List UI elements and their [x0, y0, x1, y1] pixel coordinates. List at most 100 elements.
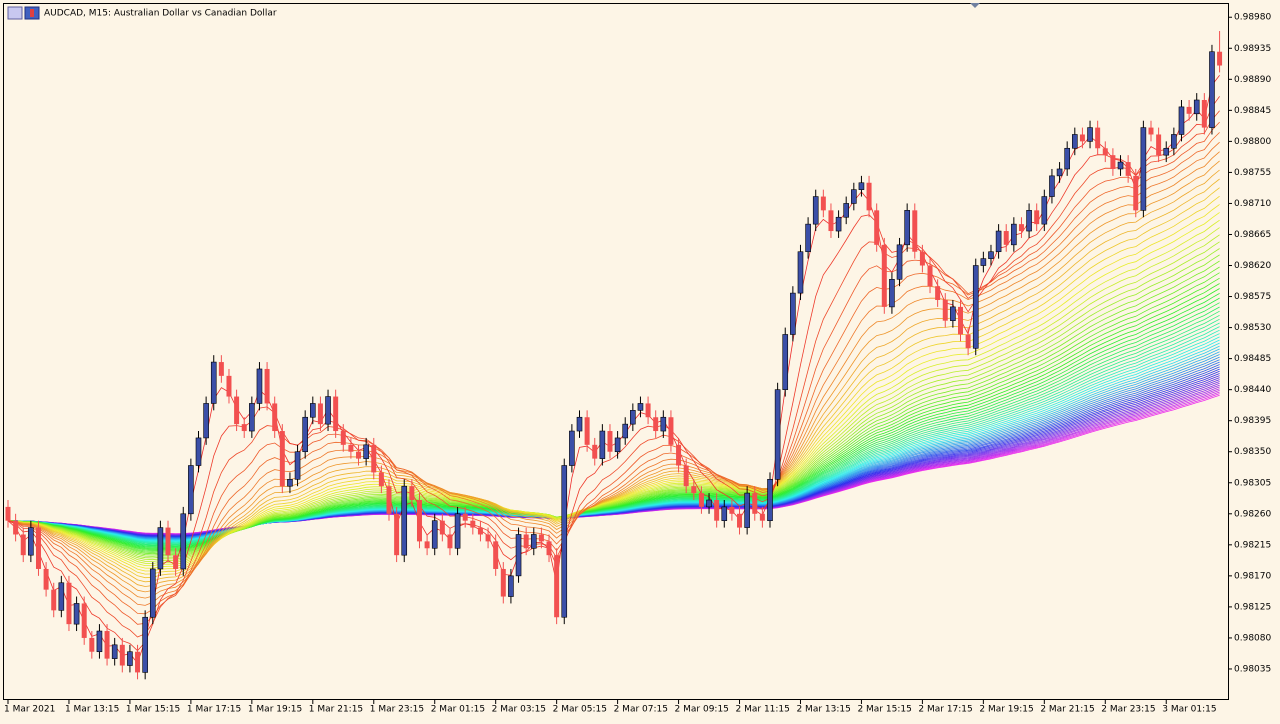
- candle-body: [614, 437, 621, 453]
- plot-area: [5, 31, 1223, 680]
- candle-body: [737, 513, 743, 528]
- symbol-icon: [7, 6, 40, 20]
- candle-body: [287, 479, 293, 487]
- plot-frame: [3, 3, 1229, 700]
- candle-body: [340, 431, 346, 445]
- y-tick-label: 0.98710: [1234, 199, 1271, 209]
- candle-body: [714, 500, 720, 521]
- candle-body: [790, 292, 796, 335]
- candle-body: [782, 334, 789, 390]
- x-tick-label: 1 Mar 15:15: [126, 705, 180, 715]
- candle-body: [394, 513, 400, 556]
- ma-line: [7, 121, 1220, 625]
- y-tick-label: 0.98755: [1234, 168, 1271, 178]
- x-tick-label: 1 Mar 19:15: [248, 705, 302, 715]
- candle-body: [218, 362, 224, 376]
- candle-body: [104, 631, 110, 659]
- x-tick-label: 3 Mar 01:15: [1162, 705, 1216, 715]
- candle-body: [1049, 175, 1055, 197]
- candle-body: [462, 513, 468, 521]
- y-tick-label: 0.98170: [1234, 571, 1271, 581]
- candle-body: [142, 616, 148, 673]
- candle-body: [645, 403, 651, 418]
- candle-body: [637, 403, 644, 411]
- candle-body: [729, 506, 735, 514]
- candle-body: [668, 417, 674, 445]
- x-tick-label: 2 Mar 03:15: [492, 705, 546, 715]
- candle-body: [1193, 99, 1200, 115]
- candle-body: [774, 389, 781, 480]
- candle-body: [73, 603, 80, 625]
- candle-body: [439, 520, 445, 535]
- y-tick-label: 0.98845: [1234, 106, 1271, 116]
- candle-body: [927, 265, 933, 287]
- candle-body: [1171, 134, 1177, 149]
- candle-body: [111, 644, 118, 659]
- ma-line: [7, 248, 1220, 559]
- candle-body: [264, 368, 270, 404]
- x-tick-label: 1 Mar 23:15: [370, 705, 424, 715]
- x-tick-label: 2 Mar 23:15: [1101, 705, 1155, 715]
- candle-body: [180, 513, 187, 570]
- candle-body: [843, 203, 850, 218]
- ma-line: [7, 141, 1220, 606]
- y-tick-label: 0.98575: [1234, 292, 1271, 302]
- candle-body: [805, 223, 811, 253]
- candle-body: [1110, 155, 1116, 169]
- candle-body: [889, 279, 895, 308]
- candle-body: [226, 375, 232, 397]
- y-tick-label: 0.98305: [1234, 478, 1271, 488]
- y-tick-label: 0.98800: [1234, 137, 1271, 147]
- candle-body: [1117, 161, 1124, 170]
- candle-body: [1133, 175, 1139, 211]
- candle-body: [1125, 162, 1131, 176]
- candle-body: [1148, 127, 1154, 135]
- candle-body: [812, 196, 819, 225]
- candle-body: [1072, 134, 1078, 149]
- candle-body: [515, 534, 522, 577]
- candle-body: [607, 431, 613, 452]
- y-tick-label: 0.98395: [1234, 416, 1271, 426]
- candle-body: [972, 265, 979, 349]
- x-tick-label: 2 Mar 21:15: [1040, 705, 1094, 715]
- y-tick-label: 0.98215: [1234, 540, 1271, 550]
- y-tick-label: 0.98530: [1234, 323, 1271, 333]
- candle-body: [1056, 168, 1063, 177]
- chart-title: AUDCAD, M15: Australian Dollar vs Canadi…: [44, 9, 277, 19]
- x-tick-label: 2 Mar 11:15: [736, 705, 790, 715]
- candle-body: [119, 644, 125, 666]
- candle-body: [1178, 106, 1185, 135]
- candle-body: [66, 582, 72, 625]
- candle-body: [333, 396, 339, 432]
- candle-body: [5, 506, 11, 521]
- candle-body: [622, 423, 629, 439]
- candle-body: [1217, 51, 1223, 66]
- candle-body: [447, 534, 453, 549]
- candle-body: [797, 251, 804, 294]
- candle-body: [386, 486, 392, 514]
- y-tick-label: 0.98980: [1234, 13, 1271, 23]
- candle-body: [1186, 106, 1192, 114]
- candle-body: [302, 416, 308, 453]
- ma-line: [7, 110, 1220, 638]
- y-tick-label: 0.98440: [1234, 385, 1271, 395]
- candle-body: [554, 555, 560, 618]
- candle-body: [188, 465, 194, 515]
- candle-body: [706, 499, 712, 508]
- y-tick-label: 0.98485: [1234, 354, 1271, 364]
- candle-body: [28, 527, 34, 556]
- candle-body: [904, 210, 910, 246]
- candle-body: [294, 451, 301, 480]
- candle-body: [165, 527, 171, 556]
- candle-body: [653, 417, 659, 432]
- candle-body: [1034, 210, 1040, 225]
- candle-body: [234, 396, 240, 425]
- y-tick-label: 0.98260: [1234, 509, 1271, 519]
- candle-body: [569, 430, 575, 466]
- candle-body: [1140, 127, 1147, 211]
- candle-body: [1163, 147, 1170, 156]
- candle-body: [1003, 231, 1009, 245]
- candle-body: [256, 368, 263, 404]
- candle-body: [980, 258, 987, 266]
